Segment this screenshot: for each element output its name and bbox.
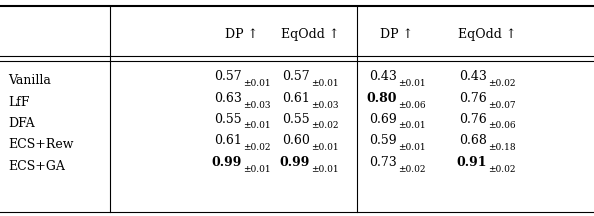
Text: 0.61: 0.61 [282,92,310,105]
Text: 0.55: 0.55 [214,113,242,126]
Text: 0.55: 0.55 [282,113,310,126]
Text: ±0.01: ±0.01 [243,165,271,173]
Text: 0.80: 0.80 [366,92,397,105]
Text: ±0.01: ±0.01 [311,143,339,151]
Text: ECS+GA: ECS+GA [8,159,65,173]
Text: ±0.06: ±0.06 [488,122,516,130]
Text: 0.73: 0.73 [369,156,397,169]
Text: 0.43: 0.43 [369,70,397,83]
Text: 0.69: 0.69 [369,113,397,126]
Text: ±0.01: ±0.01 [243,78,271,87]
Text: ±0.01: ±0.01 [243,122,271,130]
Text: 0.63: 0.63 [214,92,242,105]
Text: ±0.01: ±0.01 [398,143,426,151]
Text: ±0.07: ±0.07 [488,100,516,110]
Text: Vanilla: Vanilla [8,73,51,86]
Text: 0.99: 0.99 [280,156,310,169]
Text: 0.68: 0.68 [459,134,487,147]
Text: ±0.03: ±0.03 [311,100,339,110]
Text: 0.57: 0.57 [214,70,242,83]
Text: 0.43: 0.43 [459,70,487,83]
Text: DP ↑: DP ↑ [380,27,413,41]
Text: ±0.02: ±0.02 [488,165,516,173]
Text: DP ↑: DP ↑ [226,27,258,41]
Text: ±0.18: ±0.18 [488,143,516,151]
Text: 0.61: 0.61 [214,134,242,147]
Text: LfF: LfF [8,95,30,108]
Text: 0.76: 0.76 [459,92,487,105]
Text: 0.57: 0.57 [282,70,310,83]
Text: 0.60: 0.60 [282,134,310,147]
Text: 0.59: 0.59 [369,134,397,147]
Text: ±0.03: ±0.03 [243,100,270,110]
Text: ±0.02: ±0.02 [488,78,516,87]
Text: ±0.01: ±0.01 [311,78,339,87]
Text: ±0.01: ±0.01 [398,78,426,87]
Text: 0.76: 0.76 [459,113,487,126]
Text: ±0.01: ±0.01 [398,122,426,130]
Text: 0.91: 0.91 [457,156,487,169]
Text: ±0.02: ±0.02 [311,122,339,130]
Text: DFA: DFA [8,116,34,130]
Text: ECS+Rew: ECS+Rew [8,138,74,151]
Text: ±0.06: ±0.06 [398,100,426,110]
Text: ±0.01: ±0.01 [311,165,339,173]
Text: 0.99: 0.99 [211,156,242,169]
Text: EqOdd ↑: EqOdd ↑ [458,27,516,41]
Text: ±0.02: ±0.02 [243,143,270,151]
Text: EqOdd ↑: EqOdd ↑ [281,27,339,41]
Text: ±0.02: ±0.02 [398,165,425,173]
